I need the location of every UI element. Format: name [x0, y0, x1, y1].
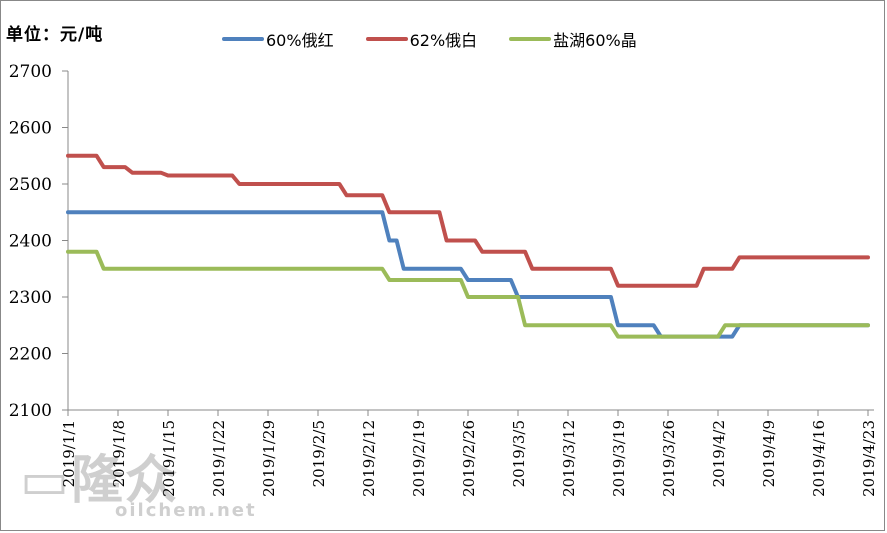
- x-tick-label: 2019/1/22: [210, 420, 228, 497]
- legend-swatch-series-0: [222, 37, 264, 41]
- legend-label: 60%俄红: [266, 31, 334, 50]
- y-tick-label: 2100: [9, 401, 52, 421]
- legend-label: 62%俄白: [409, 31, 478, 50]
- legend-swatch-series-1: [365, 37, 408, 41]
- y-tick-label: 2200: [9, 345, 52, 365]
- y-tick-label: 2700: [9, 62, 52, 82]
- legend-label: 盐湖60%晶: [553, 31, 637, 50]
- series-line-1: [66, 153, 870, 288]
- x-tick-label: 2019/2/26: [460, 420, 478, 497]
- x-tick-label: 2019/3/5: [510, 420, 528, 487]
- x-tick-label: 2019/1/1: [60, 420, 78, 487]
- x-tick-label: 2019/3/26: [660, 420, 678, 497]
- y-tick-label: 2500: [9, 175, 52, 195]
- x-tick-label: 2019/1/8: [110, 420, 128, 487]
- legend-item-series-1: 62%俄白: [365, 27, 478, 51]
- x-tick-label: 2019/4/2: [710, 420, 728, 487]
- x-tick-label: 2019/1/15: [160, 420, 178, 497]
- y-tick-label: 2400: [9, 232, 52, 252]
- x-tick-label: 2019/2/12: [360, 420, 378, 497]
- legend: 60%俄红 62%俄白 盐湖60%晶: [222, 27, 637, 51]
- y-tick-label: 2600: [9, 119, 52, 139]
- x-tick-label: 2019/4/23: [860, 420, 878, 497]
- legend-swatch-series-2: [509, 37, 552, 41]
- x-tick-label: 2019/2/5: [310, 420, 328, 487]
- x-tick-label: 2019/4/16: [810, 420, 828, 497]
- unit-label: 单位：元/吨: [6, 25, 104, 45]
- legend-item-series-0: 60%俄红: [222, 27, 334, 51]
- x-tick-label: 2019/2/19: [410, 420, 428, 497]
- x-tick-label: 2019/3/12: [560, 420, 578, 497]
- series-line-0: [66, 210, 870, 339]
- x-tick-label: 2019/3/19: [610, 420, 628, 497]
- x-tick-label: 2019/4/9: [760, 420, 778, 487]
- series-line-2: [66, 249, 870, 339]
- legend-item-series-2: 盐湖60%晶: [509, 27, 637, 51]
- y-tick-label: 2300: [9, 288, 52, 308]
- x-tick-label: 2019/1/29: [260, 420, 278, 497]
